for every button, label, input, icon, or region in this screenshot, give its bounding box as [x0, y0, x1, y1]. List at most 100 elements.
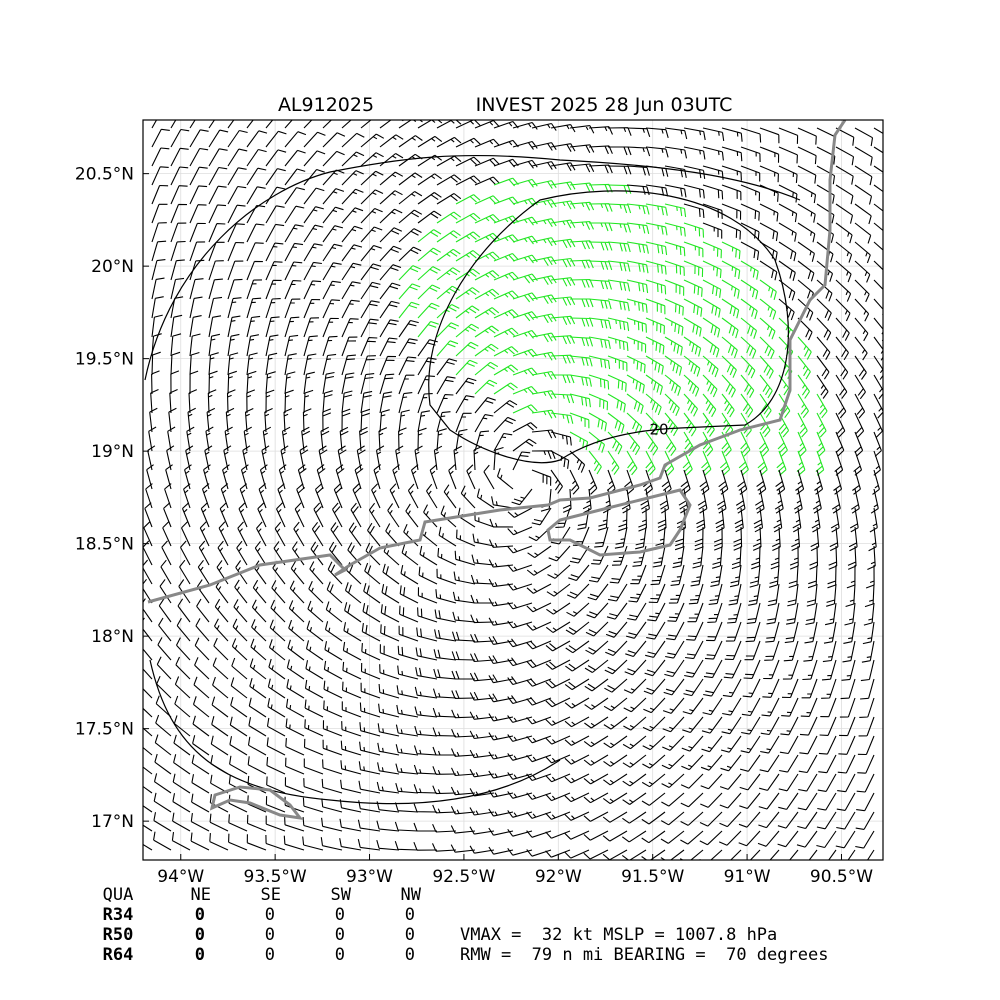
- wind-barb: [284, 298, 301, 319]
- wind-barb: [342, 641, 362, 661]
- wind-barb: [719, 792, 742, 809]
- wind-barb: [645, 127, 669, 139]
- wind-barb: [341, 262, 362, 281]
- wind-barb: [873, 298, 883, 322]
- wind-barb: [284, 242, 304, 262]
- wind-barb: [759, 279, 777, 301]
- wind-barb: [564, 811, 590, 821]
- wind-barb: [716, 488, 727, 514]
- wind-barb: [474, 414, 494, 433]
- wind-barb: [397, 645, 419, 661]
- wind-barb: [663, 678, 685, 696]
- wind-barb: [322, 408, 331, 433]
- wind-barb: [265, 279, 282, 300]
- wind-barb: [607, 450, 620, 475]
- wind-barb: [360, 226, 383, 243]
- wind-barb: [155, 714, 172, 737]
- wind-barb: [154, 734, 172, 756]
- wind-barb: [332, 502, 343, 528]
- wind-barb: [265, 815, 286, 832]
- wind-barb: [786, 602, 799, 625]
- wind-barb: [436, 174, 462, 186]
- wind-barb: [854, 222, 872, 244]
- wind-barb: [493, 327, 519, 338]
- wind-barb: [472, 533, 495, 547]
- wind-barb: [303, 738, 324, 756]
- wind-barb: [797, 336, 812, 360]
- wind-barb: [395, 724, 419, 737]
- wind-barb: [531, 450, 556, 460]
- wind-barb: [855, 830, 875, 849]
- wind-barb: [265, 316, 280, 338]
- wind-barb: [566, 602, 590, 617]
- wind-barb: [645, 203, 668, 216]
- wind-barb: [683, 222, 705, 238]
- wind-barb: [265, 242, 284, 262]
- wind-barb: [569, 278, 594, 288]
- wind-barb: [712, 545, 723, 569]
- wind-barb: [741, 697, 761, 717]
- wind-barb: [143, 617, 153, 642]
- wind-barb: [153, 831, 172, 851]
- wind-barb: [721, 184, 742, 201]
- wind-barb: [160, 559, 172, 585]
- wind-barb: [265, 130, 287, 148]
- wind-barb: [322, 280, 341, 300]
- wind-barb: [417, 410, 430, 433]
- wind-barb: [180, 540, 191, 566]
- wind-barb: [827, 564, 837, 589]
- wind-barb: [848, 526, 858, 552]
- wind-barb: [657, 507, 667, 532]
- wind-barb: [582, 488, 592, 514]
- wind-barb: [683, 374, 700, 397]
- wind-barb: [244, 408, 254, 433]
- wind-barb: [507, 695, 533, 705]
- wind-barb: [450, 844, 476, 853]
- wind-barb: [339, 838, 362, 851]
- wind-barb: [771, 526, 781, 552]
- wind-barb: [267, 678, 286, 699]
- wind-barb: [246, 167, 267, 186]
- wind-barb: [740, 317, 758, 339]
- y-tick-label: 18°N: [91, 627, 134, 647]
- wind-barb: [360, 390, 373, 414]
- wind-barb: [792, 507, 802, 533]
- wind-barb: [564, 697, 590, 709]
- wind-barb: [569, 336, 594, 347]
- x-tick-label: 90.5°W: [810, 867, 873, 887]
- wind-barb: [278, 464, 287, 490]
- wind-barb: [265, 149, 287, 167]
- wind-barb: [398, 191, 423, 205]
- wind-barb: [847, 849, 856, 860]
- wind-barb: [437, 547, 457, 566]
- wind-barb: [569, 469, 580, 495]
- wind-barb: [854, 146, 873, 166]
- wind-barb: [702, 355, 719, 378]
- wind-barb: [854, 184, 873, 205]
- wind-barb: [432, 804, 457, 814]
- wind-barb: [455, 323, 480, 338]
- wind-barb: [683, 317, 702, 337]
- wind-barb: [326, 581, 343, 604]
- wind-barb: [266, 717, 286, 737]
- wind-barb: [398, 228, 422, 243]
- wind-barb: [664, 355, 683, 376]
- wind-barb: [379, 355, 397, 376]
- wind-barb: [172, 812, 191, 832]
- wind-barb: [869, 507, 878, 533]
- wind-barb: [623, 678, 647, 694]
- wind-barb: [150, 388, 159, 414]
- wind-barb: [769, 564, 780, 588]
- wind-barb: [662, 697, 685, 714]
- wind-barb: [367, 522, 381, 547]
- wind-barb: [683, 298, 703, 317]
- wind-barb: [765, 621, 780, 643]
- wind-barb: [746, 602, 761, 624]
- wind-barb: [550, 296, 576, 306]
- wind-barb: [645, 317, 665, 335]
- wind-barb: [760, 735, 780, 754]
- wind-barb: [565, 659, 590, 672]
- wind-barb: [707, 602, 723, 623]
- wind-barb: [835, 203, 854, 224]
- wind-barb: [645, 450, 656, 476]
